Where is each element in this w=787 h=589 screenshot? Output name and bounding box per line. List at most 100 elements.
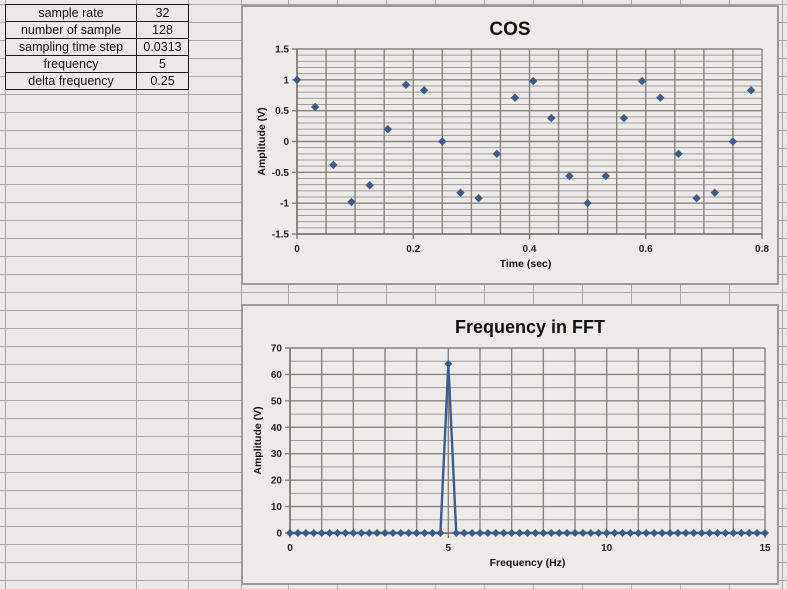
data-point-diamond-icon[interactable]	[656, 93, 665, 102]
data-point-diamond-icon[interactable]	[634, 529, 643, 537]
data-point-diamond-icon[interactable]	[728, 137, 738, 146]
data-point-diamond-icon[interactable]	[357, 529, 366, 537]
data-point-diamond-icon[interactable]	[460, 529, 469, 537]
param-label-frequency[interactable]: frequency	[5, 55, 137, 73]
data-point-diamond-icon[interactable]	[428, 529, 437, 537]
data-point-diamond-icon[interactable]	[745, 529, 754, 537]
param-value-sample-rate[interactable]: 32	[136, 4, 189, 22]
data-point-diamond-icon[interactable]	[673, 529, 682, 537]
data-point-diamond-icon[interactable]	[301, 529, 310, 537]
data-point-diamond-icon[interactable]	[601, 171, 610, 181]
data-point-diamond-icon[interactable]	[396, 529, 405, 537]
data-point-diamond-icon[interactable]	[642, 529, 651, 537]
data-point-diamond-icon[interactable]	[547, 529, 556, 537]
data-point-diamond-icon[interactable]	[555, 529, 564, 537]
data-point-diamond-icon[interactable]	[317, 529, 326, 537]
data-point-diamond-icon[interactable]	[483, 529, 492, 537]
data-point-diamond-icon[interactable]	[333, 529, 342, 537]
data-point-diamond-icon[interactable]	[329, 160, 338, 170]
data-point-diamond-icon[interactable]	[658, 529, 667, 537]
data-point-diamond-icon[interactable]	[547, 113, 556, 123]
data-point-diamond-icon[interactable]	[309, 529, 318, 537]
data-point-diamond-icon[interactable]	[452, 529, 461, 537]
data-point-diamond-icon[interactable]	[388, 529, 397, 537]
data-point-diamond-icon[interactable]	[583, 198, 592, 208]
data-point-diamond-icon[interactable]	[753, 529, 762, 537]
param-value-frequency[interactable]: 5	[136, 55, 189, 73]
param-label-sampling-time-step[interactable]: sampling time step	[5, 38, 137, 56]
data-point-diamond-icon[interactable]	[610, 529, 619, 537]
y-axis-label: Amplitude (V)	[252, 406, 264, 474]
data-point-diamond-icon[interactable]	[515, 529, 524, 537]
data-point-diamond-icon[interactable]	[510, 93, 520, 102]
data-point-diamond-icon[interactable]	[401, 80, 411, 89]
fft-chart[interactable]: Frequency in FFT 0 10 20 30 40 50 60 70 0 5 10 15 Fre…	[241, 304, 779, 585]
data-point-diamond-icon[interactable]	[578, 529, 587, 537]
data-point-diamond-icon[interactable]	[746, 86, 756, 95]
data-point-diamond-icon[interactable]	[474, 194, 483, 203]
data-point-diamond-icon[interactable]	[729, 529, 738, 537]
data-point-diamond-icon[interactable]	[412, 529, 421, 537]
data-point-diamond-icon[interactable]	[491, 529, 500, 537]
data-point-diamond-icon[interactable]	[341, 529, 350, 537]
data-point-diamond-icon[interactable]	[325, 529, 334, 537]
data-point-diamond-icon[interactable]	[594, 529, 603, 537]
data-point-diamond-icon[interactable]	[438, 137, 447, 146]
data-point-diamond-icon[interactable]	[476, 529, 484, 537]
param-value-number-of-sample[interactable]: 128	[136, 21, 189, 39]
data-point-diamond-icon[interactable]	[381, 529, 389, 537]
data-point-diamond-icon[interactable]	[681, 529, 690, 537]
data-point-diamond-icon[interactable]	[618, 529, 627, 537]
data-point-diamond-icon[interactable]	[286, 529, 294, 537]
data-point-diamond-icon[interactable]	[531, 529, 540, 537]
data-point-diamond-icon[interactable]	[571, 529, 579, 537]
param-label-number-of-sample[interactable]: number of sample	[5, 21, 137, 39]
data-point-diamond-icon[interactable]	[761, 529, 769, 537]
data-point-diamond-icon[interactable]	[737, 529, 746, 537]
data-point-diamond-icon[interactable]	[602, 529, 611, 537]
data-point-diamond-icon[interactable]	[619, 113, 629, 123]
data-point-diamond-icon[interactable]	[539, 529, 548, 537]
data-point-diamond-icon[interactable]	[586, 529, 595, 537]
data-point-diamond-icon[interactable]	[523, 529, 532, 537]
data-point-diamond-icon[interactable]	[365, 529, 374, 537]
data-point-diamond-icon[interactable]	[420, 529, 429, 537]
data-point-diamond-icon[interactable]	[293, 529, 302, 537]
param-value-delta-frequency[interactable]: 0.25	[136, 72, 189, 90]
data-point-diamond-icon[interactable]	[689, 529, 698, 537]
data-point-diamond-icon[interactable]	[650, 529, 659, 537]
data-point-diamond-icon[interactable]	[492, 149, 502, 159]
data-point-diamond-icon[interactable]	[456, 188, 465, 197]
data-point-diamond-icon[interactable]	[705, 529, 714, 537]
data-point-diamond-icon[interactable]	[499, 529, 508, 537]
data-point-diamond-icon[interactable]	[637, 76, 647, 86]
data-point-diamond-icon[interactable]	[528, 76, 538, 86]
data-point-diamond-icon[interactable]	[468, 529, 477, 537]
data-point-diamond-icon[interactable]	[565, 171, 574, 181]
data-point-diamond-icon[interactable]	[310, 102, 320, 112]
data-point-diamond-icon[interactable]	[626, 529, 635, 537]
param-value-sampling-time-step[interactable]: 0.0313	[136, 38, 189, 56]
data-point-diamond-icon[interactable]	[347, 197, 356, 207]
data-point-diamond-icon[interactable]	[666, 529, 674, 537]
data-point-diamond-icon[interactable]	[404, 529, 413, 537]
data-point-diamond-icon[interactable]	[436, 529, 445, 537]
data-point-diamond-icon[interactable]	[507, 529, 516, 537]
data-point-diamond-icon[interactable]	[692, 194, 701, 203]
param-label-sample-rate[interactable]: sample rate	[5, 4, 137, 22]
data-point-diamond-icon[interactable]	[444, 359, 453, 368]
param-label-delta-frequency[interactable]: delta frequency	[5, 72, 137, 90]
data-point-diamond-icon[interactable]	[674, 149, 683, 159]
data-point-diamond-icon[interactable]	[365, 181, 374, 190]
data-point-diamond-icon[interactable]	[383, 124, 393, 134]
cos-chart[interactable]: COS -1.5 -1 -0.5 0 0.5 1 1.5 0 0.2 0.4 0.6 0.8 Time (…	[241, 5, 779, 285]
data-point-diamond-icon[interactable]	[713, 529, 722, 537]
data-point-diamond-icon[interactable]	[419, 86, 429, 95]
data-point-diamond-icon[interactable]	[292, 75, 302, 85]
data-point-diamond-icon[interactable]	[349, 529, 358, 537]
data-point-diamond-icon[interactable]	[710, 188, 719, 197]
data-point-diamond-icon[interactable]	[563, 529, 572, 537]
data-point-diamond-icon[interactable]	[721, 529, 730, 537]
data-point-diamond-icon[interactable]	[697, 529, 706, 537]
data-point-diamond-icon[interactable]	[373, 529, 382, 537]
